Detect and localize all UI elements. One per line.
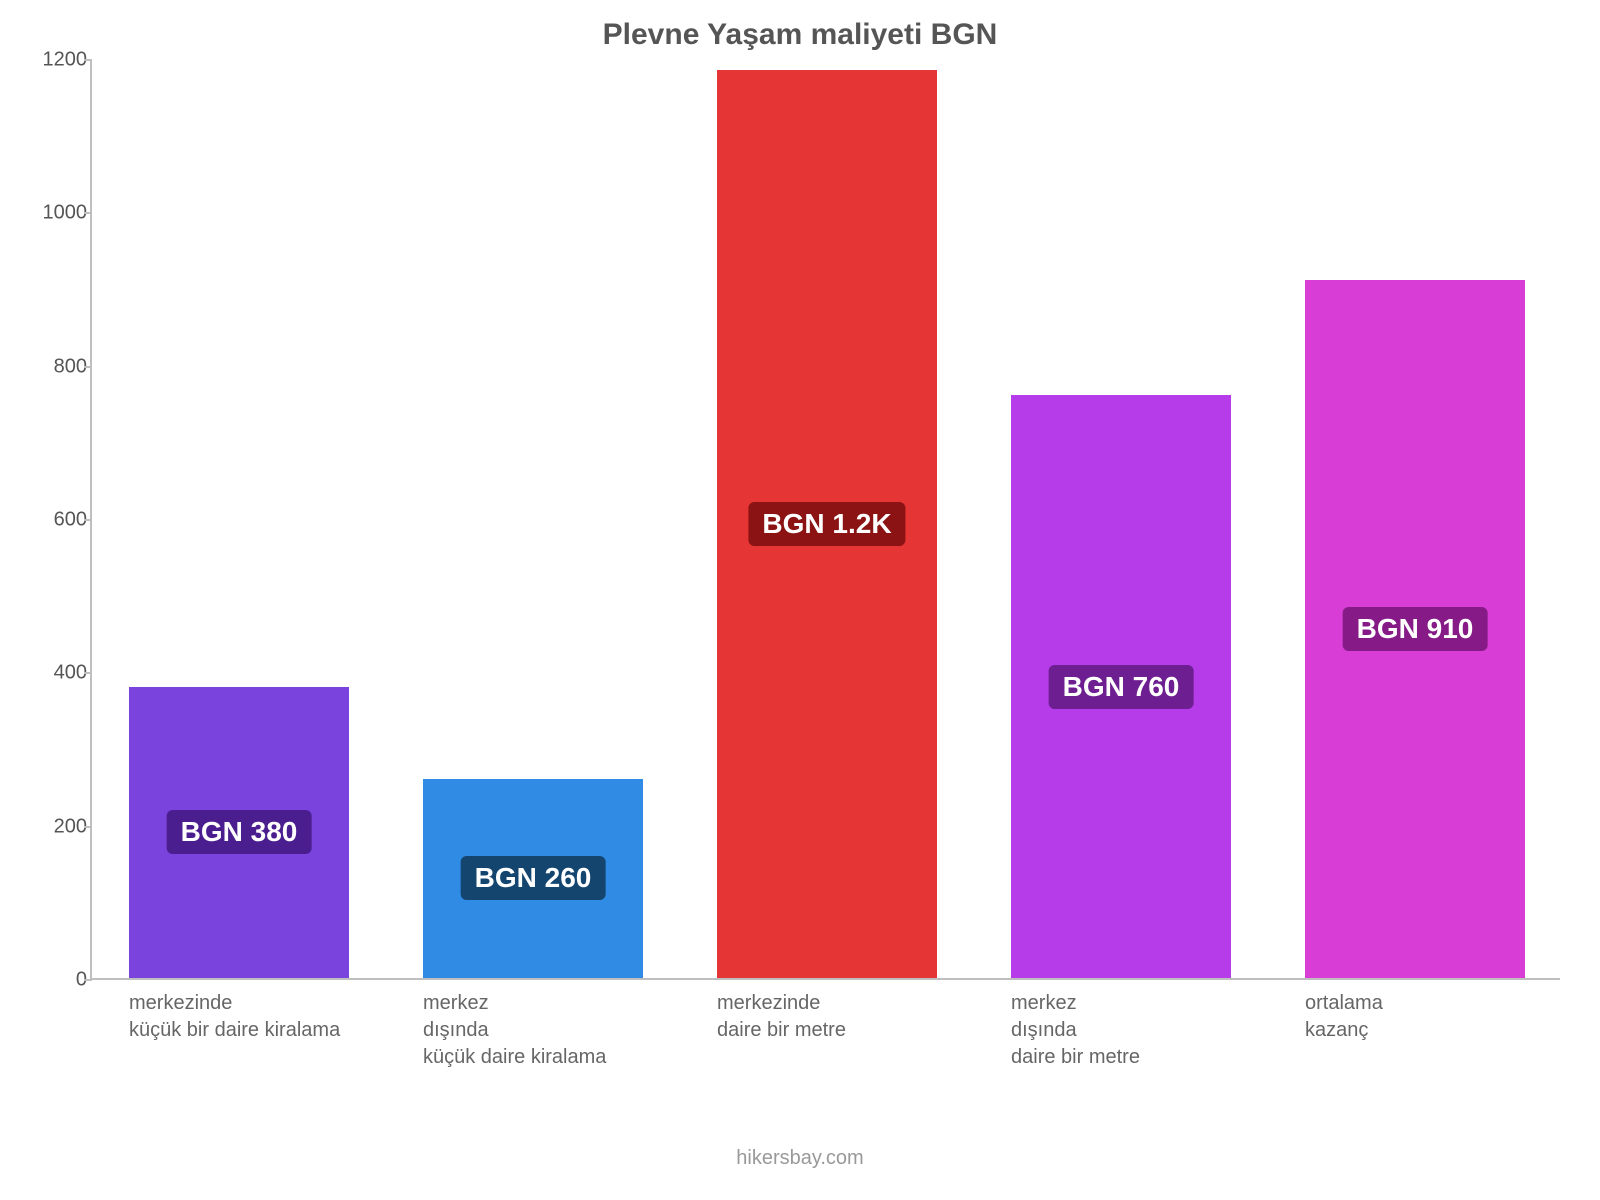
x-tick-label: merkezindeküçük bir daire kiralama	[129, 990, 389, 1044]
y-tick-label: 1000	[37, 202, 87, 225]
y-tick-label: 200	[37, 815, 87, 838]
y-tick-mark	[84, 212, 92, 214]
bar-value-badge: BGN 760	[1049, 665, 1194, 709]
bar-value-badge: BGN 910	[1343, 607, 1488, 651]
y-tick-mark	[84, 826, 92, 828]
bar-value-badge: BGN 260	[461, 856, 606, 900]
x-tick-label: merkezindedaire bir metre	[717, 990, 977, 1044]
y-tick-mark	[84, 519, 92, 521]
chart-title: Plevne Yaşam maliyeti BGN	[0, 18, 1600, 52]
y-tick-mark	[84, 979, 92, 981]
chart-footer: hikersbay.com	[0, 1147, 1600, 1170]
y-tick-label: 800	[37, 355, 87, 378]
y-tick-label: 0	[37, 969, 87, 992]
y-tick-mark	[84, 672, 92, 674]
y-tick-mark	[84, 59, 92, 61]
y-tick-label: 1200	[37, 49, 87, 72]
x-tick-label: merkezdışındaküçük daire kiralama	[423, 990, 683, 1071]
y-tick-mark	[84, 366, 92, 368]
x-tick-label: ortalamakazanç	[1305, 990, 1565, 1044]
chart-container: Plevne Yaşam maliyeti BGN 02004006008001…	[0, 0, 1600, 1200]
bar-value-badge: BGN 1.2K	[748, 502, 905, 546]
y-tick-label: 600	[37, 509, 87, 532]
plot-area: 020040060080010001200BGN 380merkezindekü…	[90, 60, 1560, 980]
y-tick-label: 400	[37, 662, 87, 685]
x-tick-label: merkezdışındadaire bir metre	[1011, 990, 1271, 1071]
bar-value-badge: BGN 380	[167, 810, 312, 854]
